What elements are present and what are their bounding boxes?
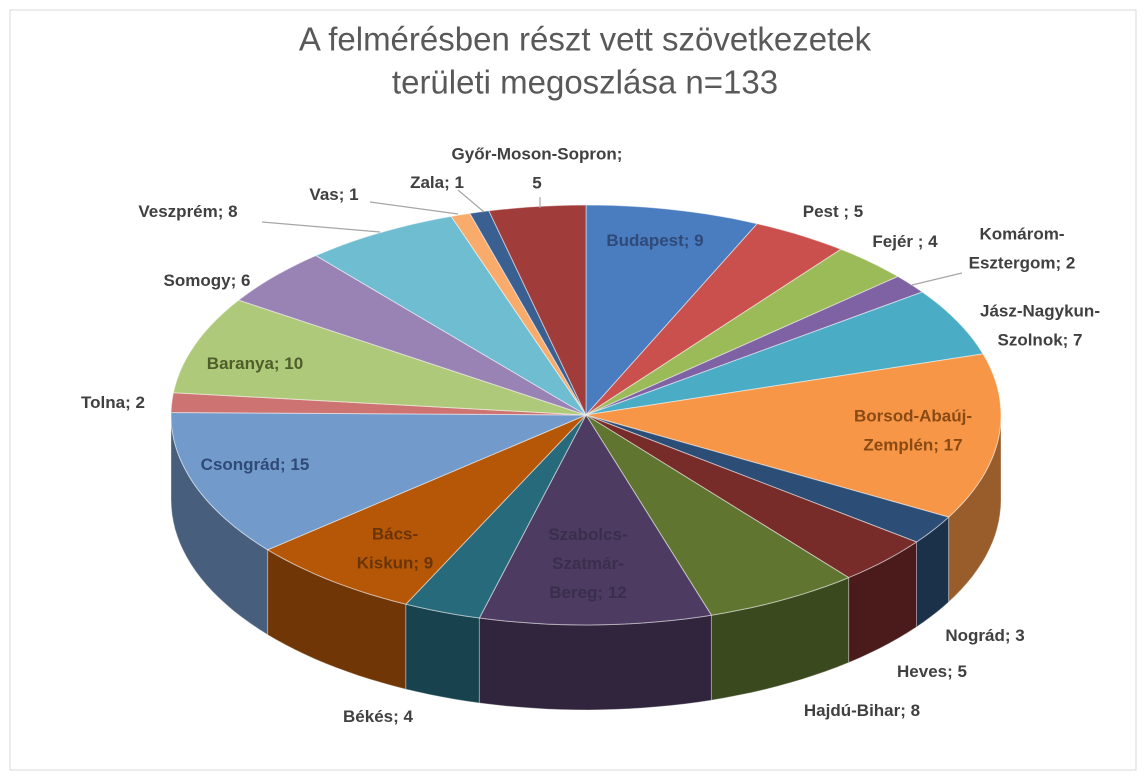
- slice: [585, 248, 900, 416]
- slice: [585, 204, 759, 417]
- chart-title: A felmérésben részt vett szövetkezetek te…: [299, 21, 872, 101]
- leader-line: [261, 221, 381, 233]
- slice: [585, 414, 918, 579]
- leader-line: [911, 272, 963, 286]
- slice: [585, 223, 842, 416]
- data-label: Bács-Kiskun; 9: [357, 525, 434, 573]
- data-label: Győr-Moson-Sopron; 5: [452, 145, 623, 193]
- slice: [172, 299, 587, 416]
- data-label: Borsod-Abaúj-Zemplén; 17: [854, 407, 972, 455]
- slice: [404, 414, 587, 619]
- leader-line: [369, 201, 459, 215]
- data-label: Zala; 1: [410, 173, 464, 192]
- slice: [585, 353, 1002, 518]
- slice: [266, 414, 587, 605]
- data-label: Baranya; 10: [207, 354, 303, 373]
- slice: [585, 414, 850, 616]
- slice: [314, 215, 587, 416]
- data-label: Békés; 4: [343, 707, 413, 726]
- data-label: Komárom-Esztergom; 2: [969, 225, 1076, 273]
- data-label: Fejér ; 4: [872, 232, 938, 251]
- data-label: Nográd; 3: [945, 626, 1024, 645]
- leader-line: [457, 189, 485, 213]
- slice: [237, 255, 587, 416]
- data-label: Vas; 1: [309, 185, 358, 204]
- slice: [170, 411, 587, 551]
- data-label: Budapest; 9: [606, 231, 703, 250]
- slice-side: [405, 603, 480, 704]
- slice: [585, 414, 950, 543]
- slice: [478, 413, 713, 626]
- slice: [585, 291, 984, 416]
- data-label: Somogy; 6: [164, 271, 251, 290]
- data-label: Pest ; 5: [803, 202, 863, 221]
- data-label: Hajdú-Bihar; 8: [804, 701, 920, 720]
- data-label: Veszprém; 8: [138, 202, 237, 221]
- data-label: Tolna; 2: [81, 393, 145, 412]
- slice-side: [478, 614, 712, 711]
- data-label: Jász-Nagykun-Szolnok; 7: [980, 302, 1100, 350]
- data-label: Csongrád; 15: [201, 455, 310, 474]
- slice: [488, 204, 587, 416]
- data-label: Szabolcs-Szatmár-Bereg; 12: [548, 525, 627, 602]
- data-label: Heves; 5: [897, 662, 967, 681]
